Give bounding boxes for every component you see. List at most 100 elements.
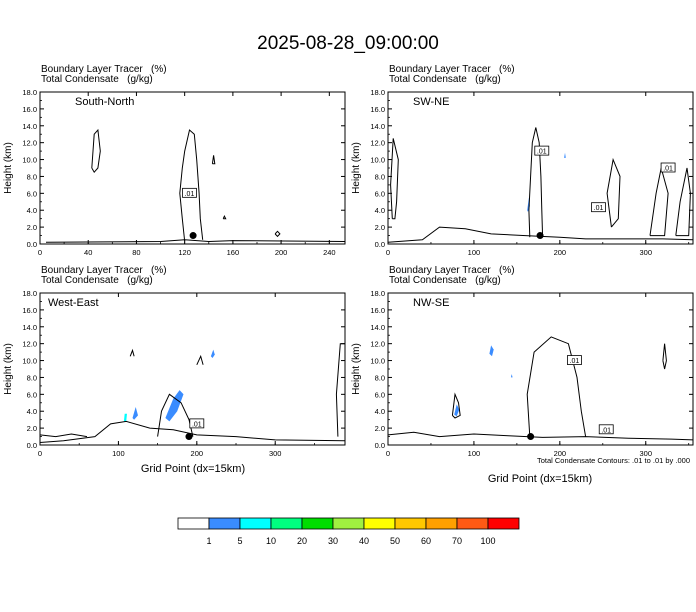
colorbar-swatch xyxy=(270,517,303,530)
y-tick-label: 16.0 xyxy=(22,105,37,114)
colorbar-label: 10 xyxy=(266,536,276,546)
figure-title: 2025-08-28_09:00:00 xyxy=(257,33,439,54)
y-tick-label: 10.0 xyxy=(22,357,37,366)
y-tick-label: 14.0 xyxy=(370,122,385,131)
tracer-patch xyxy=(165,390,184,422)
contour-label-box xyxy=(182,187,197,198)
x-tick-label: 200 xyxy=(554,248,567,257)
condensate-contour xyxy=(39,433,88,438)
condensate-contour xyxy=(222,214,227,220)
panel-header-line1: Boundary Layer Tracer (%) xyxy=(41,265,167,276)
panel-header-line1: Boundary Layer Tracer (%) xyxy=(41,64,167,75)
y-tick-label: 6.0 xyxy=(375,390,385,399)
condensate-contour xyxy=(526,336,587,437)
y-tick-label: 2.0 xyxy=(375,424,385,433)
contour-label-box xyxy=(189,418,205,429)
x-tick-label: 240 xyxy=(323,248,336,257)
x-tick-label: 160 xyxy=(227,248,240,257)
panel-sw-ne: Boundary Layer Tracer (%) Total Condensa… xyxy=(351,64,694,257)
condensate-contour xyxy=(662,343,667,370)
y-tick-label: 0.0 xyxy=(375,441,385,450)
y-tick-label: 14.0 xyxy=(22,323,37,332)
x-tick-label: 0 xyxy=(386,449,390,458)
colorbar-swatch xyxy=(394,517,427,530)
condensate-contour xyxy=(39,420,346,443)
y-tick-label: 18.0 xyxy=(22,289,37,298)
panel-region-label: NW-SE xyxy=(413,297,449,309)
tracer-patch xyxy=(564,152,566,158)
colorbar-label: 5 xyxy=(237,536,242,546)
location-marker xyxy=(189,232,197,240)
y-tick-label: 12.0 xyxy=(370,139,385,148)
y-tick-label: 2.0 xyxy=(27,424,37,433)
y-tick-label: 16.0 xyxy=(22,306,37,315)
x-tick-label: 0 xyxy=(38,248,42,257)
x-tick-label: 300 xyxy=(639,449,652,458)
y-tick-label: 12.0 xyxy=(22,340,37,349)
colorbar-swatch xyxy=(239,517,272,530)
y-tick-label: 18.0 xyxy=(370,289,385,298)
panel-south-north: Boundary Layer Tracer (%) Total Condensa… xyxy=(3,64,346,257)
y-tick-label: 6.0 xyxy=(27,390,37,399)
location-marker xyxy=(536,232,544,240)
colorbar-swatch xyxy=(332,517,365,530)
panel-region-label: SW-NE xyxy=(413,96,449,108)
y-tick-label: 4.0 xyxy=(27,206,37,215)
tracer-patch xyxy=(210,349,215,358)
contour-label-box xyxy=(660,162,676,173)
contour-label-box xyxy=(534,145,550,156)
colorbar-label: 40 xyxy=(359,536,369,546)
y-tick-label: 6.0 xyxy=(375,189,385,198)
y-tick-label: 8.0 xyxy=(375,373,385,382)
contour-footnote: Total Condensate Contours: .01 to .01 by… xyxy=(537,456,690,465)
plot-frame xyxy=(387,292,694,446)
panel-ylabel: Height (km) xyxy=(3,142,14,194)
x-tick-label: 40 xyxy=(84,248,92,257)
panel-header-line1: Boundary Layer Tracer (%) xyxy=(389,64,515,75)
condensate-contour xyxy=(451,392,461,419)
colorbar-swatch xyxy=(487,517,520,530)
colorbar-label: 60 xyxy=(421,536,431,546)
y-tick-label: 14.0 xyxy=(370,323,385,332)
tracer-patch xyxy=(454,404,460,417)
colorbar-label: 50 xyxy=(390,536,400,546)
x-tick-label: 100 xyxy=(468,449,481,458)
y-tick-label: 12.0 xyxy=(22,139,37,148)
colorbar-swatch xyxy=(208,517,241,530)
condensate-contour xyxy=(649,167,669,237)
colorbar-swatch xyxy=(456,517,489,530)
panel-xlabel: Grid Point (dx=15km) xyxy=(141,463,245,475)
y-tick-label: 10.0 xyxy=(370,357,385,366)
y-tick-label: 6.0 xyxy=(27,189,37,198)
contour-label: .01 xyxy=(192,421,202,428)
x-tick-label: 200 xyxy=(275,248,288,257)
contour-label-box xyxy=(598,424,614,435)
panel-header-line2: Total Condensate (g/kg) xyxy=(389,275,501,286)
colorbar-label: 100 xyxy=(480,536,495,546)
contour-label: .01 xyxy=(594,205,604,212)
colorbar-swatch xyxy=(363,517,396,530)
condensate-contour xyxy=(179,129,204,242)
condensate-contour xyxy=(274,230,281,238)
tracer-patch xyxy=(123,413,127,422)
contour-label: .01 xyxy=(537,149,547,156)
condensate-contour xyxy=(387,226,694,243)
y-tick-label: 8.0 xyxy=(27,172,37,181)
x-tick-label: 0 xyxy=(38,449,42,458)
colorbar-swatch xyxy=(425,517,458,530)
colorbar-swatch xyxy=(301,517,334,530)
y-tick-label: 0.0 xyxy=(375,240,385,249)
x-tick-label: 100 xyxy=(112,449,125,458)
location-marker xyxy=(527,433,535,441)
y-tick-label: 12.0 xyxy=(370,340,385,349)
colorbar-swatch xyxy=(177,517,210,530)
plot-area-nw-se: .01 .01 0.0 2.0 4.0 6.0 8.0 10.0 12.0 14.0 16.0 18.… xyxy=(370,289,694,458)
panel-xlabel: Grid Point (dx=15km) xyxy=(488,473,592,485)
y-tick-label: 14.0 xyxy=(22,122,37,131)
y-tick-label: 16.0 xyxy=(370,105,385,114)
y-tick-label: 8.0 xyxy=(375,172,385,181)
plot-area-sw-ne: .01 .01 .01 0.0 2.0 4.0 6.0 8.0 10.0 12.0 14.0 16.0… xyxy=(370,88,694,257)
panel-region-label: South-North xyxy=(75,96,134,108)
y-tick-label: 10.0 xyxy=(370,156,385,165)
